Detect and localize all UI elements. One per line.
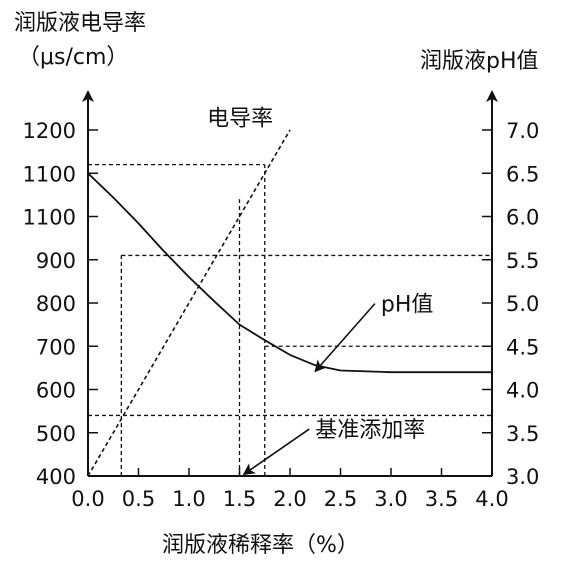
y-right-tick-label: 4.5 — [506, 335, 539, 359]
y-right-tick-label: 4.0 — [506, 379, 539, 403]
x-tick-label: 1.5 — [223, 487, 256, 511]
y-left-tick-label: 500 — [36, 422, 76, 446]
x-tick-label: 2.0 — [273, 487, 306, 511]
y-left-tick-label: 400 — [36, 465, 76, 489]
series-lines — [87, 129, 492, 477]
y-right-tick-label: 5.0 — [506, 292, 539, 316]
y-left-axis-unit: （μs/cm） — [18, 45, 128, 70]
y-left-ticks: 400 500 600 700 800 900 1100 1100 1200 — [23, 119, 98, 489]
x-tick-label: 0.0 — [71, 487, 104, 511]
x-tick-label: 0.5 — [122, 487, 155, 511]
y-left-tick-label: 600 — [36, 379, 76, 403]
y-left-tick-label: 900 — [36, 249, 76, 273]
y-right-tick-label: 3.5 — [506, 422, 539, 446]
ph-curve — [87, 172, 492, 374]
annotation-label: 基准添加率 — [315, 418, 425, 443]
x-ticks: 0.0 0.5 1.0 1.5 2.0 2.5 3.0 3.5 4.0 — [71, 468, 509, 511]
y-right-tick-label: 3.0 — [506, 465, 539, 489]
y-left-tick-label: 700 — [36, 335, 76, 359]
conductivity-line — [87, 129, 291, 477]
y-left-axis-title: 润版液电导率 — [14, 11, 146, 36]
annotation-arrow — [314, 303, 376, 373]
y-left-tick-label: 1100 — [23, 162, 76, 186]
annotation-label: pH值 — [381, 293, 434, 318]
x-tick-label: 1.0 — [172, 487, 205, 511]
y-left-tick-label: 1100 — [23, 206, 76, 230]
x-axis-title: 润版液稀释率（%） — [162, 533, 359, 558]
y-left-tick-label: 1200 — [23, 119, 76, 143]
y-right-tick-label: 5.5 — [506, 249, 539, 273]
x-tick-label: 3.5 — [425, 487, 458, 511]
reference-lines — [88, 163, 492, 476]
x-tick-label: 4.0 — [475, 487, 508, 511]
y-right-tick-label: 7.0 — [506, 119, 539, 143]
annotation-arrow — [242, 428, 310, 476]
x-tick-label: 3.0 — [374, 487, 407, 511]
x-tick-label: 2.5 — [324, 487, 357, 511]
y-right-tick-label: 6.5 — [506, 162, 539, 186]
y-left-tick-label: 800 — [36, 292, 76, 316]
y-right-axis-title: 润版液pH值 — [420, 49, 539, 74]
annotation-label: 电导率 — [207, 107, 273, 132]
y-right-tick-label: 6.0 — [506, 206, 539, 230]
y-right-ticks: 3.0 3.5 4.0 4.5 5.0 5.5 6.0 6.5 7.0 — [482, 119, 539, 489]
